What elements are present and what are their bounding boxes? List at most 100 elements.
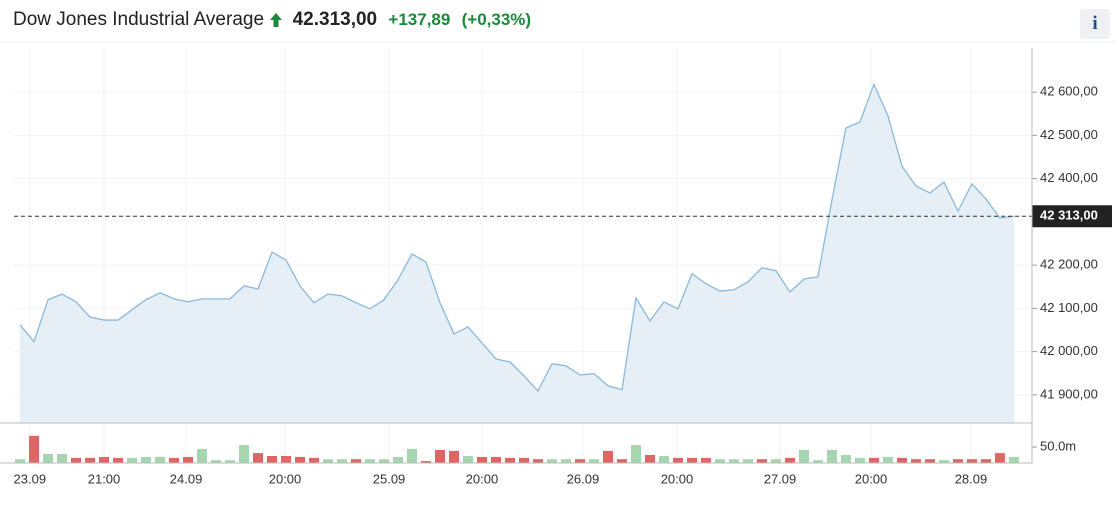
up-arrow	[270, 12, 283, 27]
volume-bar	[812, 460, 823, 463]
volume-bar	[113, 457, 124, 463]
x-tick-label: 21:00	[88, 471, 121, 486]
change: +137,89	[388, 10, 451, 29]
x-tick-label: 27.09	[764, 471, 797, 486]
y-tick-label: 42 400,00	[1040, 170, 1098, 185]
volume-bar	[882, 456, 893, 463]
volume-bar	[225, 460, 236, 463]
volume-bar	[239, 445, 250, 463]
volume-bar	[966, 459, 977, 463]
x-tick-label: 28.09	[955, 471, 988, 486]
x-tick-label: 20:00	[855, 471, 888, 486]
x-tick-label: 20:00	[466, 471, 499, 486]
x-tick-label: 20:00	[661, 471, 694, 486]
volume-bar	[462, 455, 473, 463]
x-tick-label: 26.09	[567, 471, 600, 486]
volume-bar	[476, 456, 487, 463]
y-tick-label: 41 900,00	[1040, 386, 1098, 401]
volume-bar	[560, 459, 571, 463]
volume-bar	[434, 449, 445, 463]
volume-bar	[784, 457, 795, 463]
volume-bar	[910, 459, 921, 463]
volume-bar	[770, 459, 781, 463]
volume-bar	[350, 459, 361, 463]
volume-bar	[826, 449, 837, 463]
volume-bar	[155, 456, 166, 463]
volume-bar	[266, 455, 277, 463]
volume-bar	[616, 459, 627, 463]
header: Dow Jones Industrial Average 42.313,00 +…	[13, 9, 531, 31]
volume-tick-label: 50.0m	[1040, 438, 1076, 453]
volume-bar	[43, 454, 54, 463]
volume-bar	[29, 435, 40, 463]
volume-bar	[840, 455, 851, 463]
change-pct: (+0,33%)	[461, 10, 532, 29]
volume-bar	[99, 456, 110, 463]
x-tick-label: 23.09	[14, 471, 47, 486]
volume-bar	[308, 457, 319, 463]
volume-bar	[952, 459, 963, 463]
price-line	[19, 82, 1015, 393]
volume-bar	[127, 457, 138, 463]
volume-bar	[406, 448, 417, 463]
volume-bar	[532, 459, 543, 463]
volume-bar	[924, 459, 935, 463]
volume-bar	[364, 459, 375, 463]
x-tick-label: 24.09	[170, 471, 203, 486]
volume-bar	[574, 459, 585, 463]
volume-bar	[756, 459, 767, 463]
volume-bar	[798, 449, 809, 463]
volume-bar	[728, 459, 739, 463]
volume-bar	[644, 455, 655, 463]
volume-bar	[700, 457, 711, 463]
volume-bar	[896, 457, 907, 463]
volume-bar	[672, 457, 683, 463]
volume-bar	[392, 456, 403, 463]
title: Dow Jones Industrial Average	[13, 9, 265, 30]
volume-bar	[518, 457, 529, 463]
y-tick-label: 42 600,00	[1040, 84, 1098, 99]
volume-bar	[420, 461, 431, 463]
volume-bar	[630, 445, 641, 463]
volume-bar	[546, 459, 557, 463]
volume-bar	[714, 459, 725, 463]
y-tick-label: 42 500,00	[1040, 127, 1098, 142]
volume-bar	[322, 459, 333, 463]
volume-bar	[686, 457, 697, 463]
volume-bar	[378, 459, 389, 463]
y-tick-label: 42 100,00	[1040, 300, 1098, 315]
volume-bar	[658, 455, 669, 463]
x-tick-label: 20:00	[269, 471, 302, 486]
y-tick-label: 42 000,00	[1040, 343, 1098, 358]
volume-bar	[938, 460, 949, 463]
volume-bar	[504, 457, 515, 463]
volume-bar	[994, 453, 1005, 463]
volume-bar	[1008, 456, 1019, 463]
volume-bar	[85, 457, 96, 463]
volume-bar	[602, 450, 613, 463]
volume-bar	[294, 456, 305, 463]
volume-bar	[141, 456, 152, 463]
volume-bar	[253, 453, 264, 463]
volume-bar	[197, 448, 208, 463]
volume-bar	[336, 459, 347, 463]
volume-bar	[15, 459, 26, 463]
area	[20, 84, 1014, 423]
x-tick-label: 25.09	[373, 471, 406, 486]
y-tick-label: 42 200,00	[1040, 257, 1098, 272]
volume-bar	[211, 460, 222, 463]
last-price-box	[1032, 205, 1112, 228]
info-button[interactable]: i	[1080, 9, 1110, 39]
volume-bar	[57, 454, 68, 463]
price: 42.313,00	[292, 9, 378, 30]
volume-bar	[868, 457, 879, 463]
volume-bar	[183, 456, 194, 463]
volume-bar	[71, 457, 82, 463]
volume-bar	[169, 457, 180, 463]
volume-bar	[980, 459, 991, 463]
volume-bar	[588, 459, 599, 463]
volume-bar	[490, 456, 501, 463]
last-price-label: 42 313,00	[1040, 208, 1098, 223]
volume-bar	[280, 455, 291, 463]
